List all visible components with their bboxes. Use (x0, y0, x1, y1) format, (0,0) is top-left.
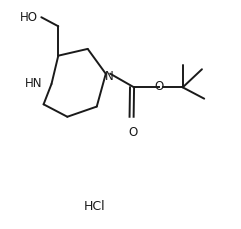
Text: N: N (105, 70, 114, 82)
Text: O: O (128, 126, 138, 139)
Text: O: O (155, 80, 164, 93)
Text: HO: HO (20, 11, 38, 24)
Text: HCl: HCl (84, 200, 105, 213)
Text: HN: HN (25, 77, 42, 90)
